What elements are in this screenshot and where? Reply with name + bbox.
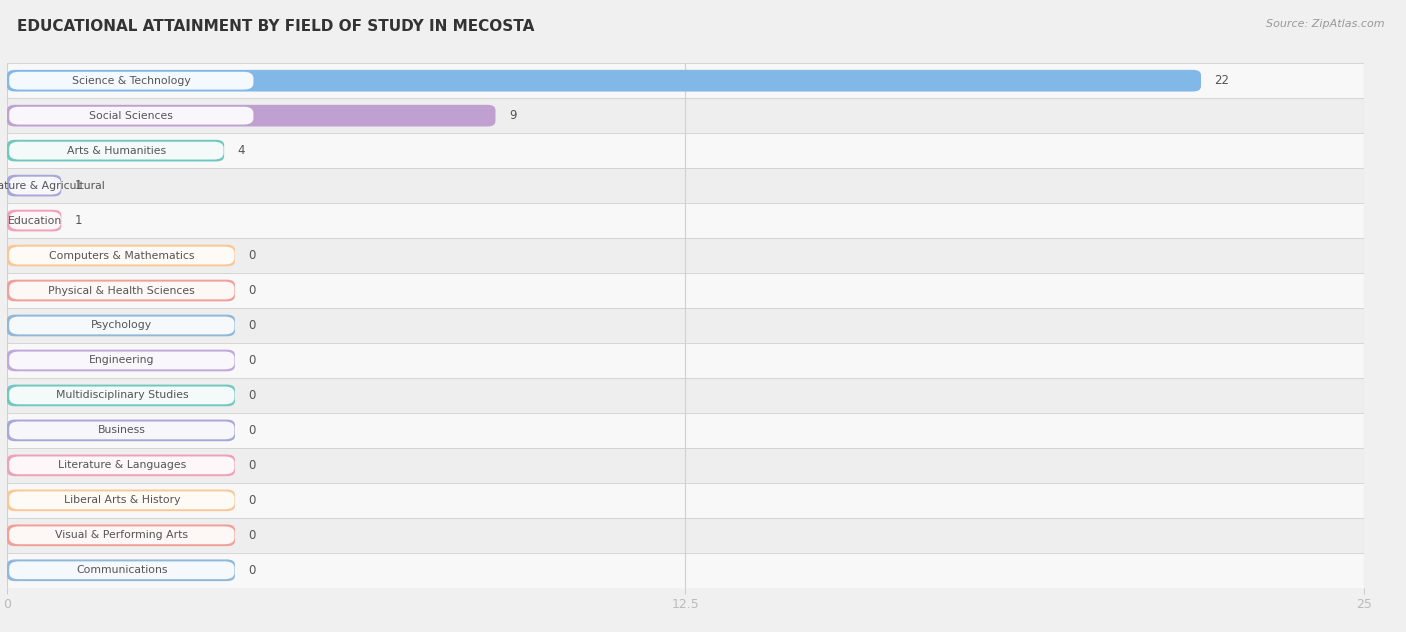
Text: 1: 1	[75, 214, 83, 227]
Text: Visual & Performing Arts: Visual & Performing Arts	[55, 530, 188, 540]
FancyBboxPatch shape	[10, 212, 60, 229]
FancyBboxPatch shape	[10, 422, 235, 439]
Text: EDUCATIONAL ATTAINMENT BY FIELD OF STUDY IN MECOSTA: EDUCATIONAL ATTAINMENT BY FIELD OF STUDY…	[17, 19, 534, 34]
Bar	[7, 483, 1364, 518]
FancyBboxPatch shape	[10, 351, 235, 369]
Bar	[7, 63, 1364, 98]
Bar	[7, 203, 1364, 238]
FancyBboxPatch shape	[10, 107, 253, 125]
FancyBboxPatch shape	[7, 315, 235, 336]
Text: Bio, Nature & Agricultural: Bio, Nature & Agricultural	[0, 181, 105, 191]
Text: Science & Technology: Science & Technology	[72, 76, 191, 86]
Bar	[7, 273, 1364, 308]
Text: 0: 0	[249, 494, 256, 507]
FancyBboxPatch shape	[10, 387, 235, 404]
FancyBboxPatch shape	[10, 526, 235, 544]
Bar	[7, 518, 1364, 553]
FancyBboxPatch shape	[7, 525, 235, 546]
Text: Computers & Mathematics: Computers & Mathematics	[49, 250, 194, 260]
Bar	[7, 413, 1364, 448]
Bar	[7, 98, 1364, 133]
Text: Physical & Health Sciences: Physical & Health Sciences	[48, 286, 195, 296]
Bar	[7, 378, 1364, 413]
FancyBboxPatch shape	[10, 492, 235, 509]
FancyBboxPatch shape	[7, 70, 1201, 92]
Text: 0: 0	[249, 459, 256, 472]
Bar	[7, 133, 1364, 168]
FancyBboxPatch shape	[7, 245, 235, 266]
FancyBboxPatch shape	[10, 456, 235, 474]
Bar	[7, 308, 1364, 343]
FancyBboxPatch shape	[10, 282, 235, 300]
Text: Education: Education	[8, 216, 62, 226]
Text: 1: 1	[75, 179, 83, 192]
FancyBboxPatch shape	[7, 559, 235, 581]
FancyBboxPatch shape	[7, 140, 224, 161]
Text: 0: 0	[249, 564, 256, 577]
Text: Source: ZipAtlas.com: Source: ZipAtlas.com	[1267, 19, 1385, 29]
Text: 4: 4	[238, 144, 245, 157]
FancyBboxPatch shape	[10, 142, 224, 159]
FancyBboxPatch shape	[10, 72, 253, 90]
Text: Psychology: Psychology	[91, 320, 152, 331]
FancyBboxPatch shape	[10, 246, 235, 264]
Text: Social Sciences: Social Sciences	[90, 111, 173, 121]
Bar	[7, 553, 1364, 588]
Text: Business: Business	[98, 425, 146, 435]
FancyBboxPatch shape	[7, 454, 235, 476]
Text: 0: 0	[249, 284, 256, 297]
Text: 0: 0	[249, 249, 256, 262]
Bar	[7, 343, 1364, 378]
Text: 0: 0	[249, 319, 256, 332]
FancyBboxPatch shape	[7, 105, 495, 126]
Text: 0: 0	[249, 354, 256, 367]
Text: 0: 0	[249, 424, 256, 437]
FancyBboxPatch shape	[7, 175, 62, 197]
FancyBboxPatch shape	[10, 561, 235, 579]
Text: Communications: Communications	[76, 565, 167, 575]
FancyBboxPatch shape	[7, 210, 62, 231]
Text: 22: 22	[1215, 74, 1230, 87]
Text: 0: 0	[249, 529, 256, 542]
Text: Liberal Arts & History: Liberal Arts & History	[63, 495, 180, 506]
Text: Arts & Humanities: Arts & Humanities	[67, 145, 166, 155]
Bar	[7, 448, 1364, 483]
FancyBboxPatch shape	[7, 349, 235, 371]
Bar	[7, 238, 1364, 273]
Text: Literature & Languages: Literature & Languages	[58, 460, 186, 470]
FancyBboxPatch shape	[7, 420, 235, 441]
Text: 0: 0	[249, 389, 256, 402]
Bar	[7, 168, 1364, 203]
Text: 9: 9	[509, 109, 516, 122]
Text: Multidisciplinary Studies: Multidisciplinary Studies	[55, 391, 188, 401]
Text: Engineering: Engineering	[89, 355, 155, 365]
FancyBboxPatch shape	[10, 177, 60, 195]
FancyBboxPatch shape	[7, 490, 235, 511]
FancyBboxPatch shape	[7, 385, 235, 406]
FancyBboxPatch shape	[10, 317, 235, 334]
FancyBboxPatch shape	[7, 280, 235, 301]
